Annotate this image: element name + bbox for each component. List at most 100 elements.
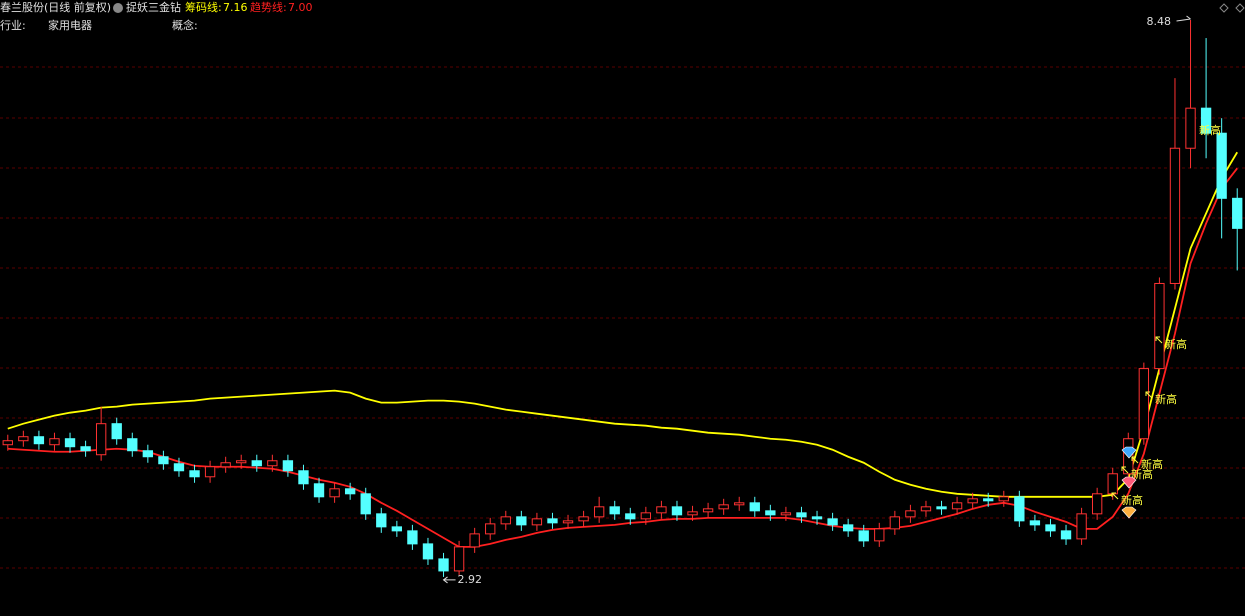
- diamond-icon: [1121, 446, 1137, 459]
- candle-body: [547, 518, 558, 524]
- candle-body: [49, 438, 60, 446]
- indicator-label: 筹码线:: [185, 0, 222, 14]
- candle-body: [485, 523, 496, 535]
- candle-body: [687, 511, 698, 516]
- annotation: 新高: [1155, 392, 1177, 406]
- arrow: [1121, 466, 1129, 474]
- icon: [113, 3, 123, 13]
- candle-body: [1076, 513, 1087, 540]
- indicator-line: [7, 151, 1238, 498]
- candle-body: [204, 466, 216, 478]
- icon[interactable]: [1219, 3, 1229, 13]
- candle-body: [1169, 147, 1181, 284]
- candle-body: [1200, 107, 1212, 134]
- candle-body: [236, 460, 247, 464]
- industry-label: 行业:: [0, 19, 26, 32]
- annotation: 新高: [1131, 467, 1153, 481]
- candle-body: [1185, 107, 1196, 149]
- grid: [0, 66, 1245, 569]
- annotation: 新高: [1199, 123, 1221, 137]
- candle-body: [173, 463, 185, 472]
- candle-body: [951, 502, 963, 510]
- industry: 家用电器: [48, 18, 92, 32]
- candle-body: [858, 530, 869, 542]
- candle-body: [453, 546, 465, 572]
- indicator-name: 捉妖三金钻: [126, 0, 181, 14]
- candle-body: [1216, 132, 1227, 199]
- candle-body: [765, 510, 776, 516]
- candle-body: [516, 516, 527, 526]
- candle-body: [578, 516, 589, 522]
- candle-body: [111, 423, 122, 440]
- candle-body: [967, 498, 978, 504]
- candle-body: [625, 513, 636, 520]
- candle-body: [438, 558, 449, 572]
- indicator-value: 7.00: [288, 1, 313, 14]
- candle-body: [889, 516, 901, 530]
- low-label: 2.92: [458, 573, 483, 586]
- annotation: 新高: [1165, 337, 1187, 351]
- candle-body: [391, 526, 403, 532]
- indicator-label: 趋势线:: [250, 0, 287, 14]
- candle-body: [920, 506, 932, 512]
- candle-body: [780, 512, 792, 516]
- candle-body: [1138, 368, 1150, 440]
- candle-body: [671, 506, 683, 516]
- candle-body: [500, 516, 511, 525]
- candle-body: [609, 506, 620, 515]
- diamond-icon: [1121, 476, 1137, 489]
- candle-body: [189, 470, 200, 478]
- candle-body: [562, 520, 574, 524]
- candle-body: [142, 450, 154, 458]
- candle-body: [531, 518, 543, 526]
- arrow: [1145, 391, 1153, 399]
- candle-body: [593, 506, 605, 518]
- candle-body: [842, 524, 854, 532]
- candle-body: [33, 436, 45, 445]
- annotation: 新高: [1121, 493, 1143, 507]
- indicator-value: 7.16: [223, 1, 248, 14]
- candle-body: [360, 493, 371, 515]
- candle-body: [1232, 197, 1243, 229]
- candle-body: [1107, 473, 1118, 495]
- arrow: [1111, 492, 1119, 500]
- candle-body: [656, 506, 667, 514]
- icon[interactable]: [1235, 3, 1245, 13]
- candle-body: [1060, 530, 1072, 540]
- concept-label: 概念:: [172, 18, 198, 32]
- candle-body: [1045, 524, 1056, 532]
- candle-body: [1014, 496, 1025, 522]
- candle-body: [827, 518, 838, 526]
- candle-body: [267, 460, 278, 467]
- indicator-line: [7, 167, 1238, 548]
- candle-body: [329, 488, 340, 498]
- candle-body: [220, 462, 231, 468]
- candle-body: [80, 446, 91, 452]
- candle-body: [749, 502, 760, 512]
- candle-body: [1029, 520, 1041, 526]
- candle-body: [702, 508, 714, 513]
- arrow: [442, 576, 456, 584]
- candle-body: [2, 440, 13, 446]
- candle-body: [905, 510, 916, 518]
- candle-body: [1154, 282, 1165, 370]
- candle-body: [376, 513, 387, 528]
- arrow: [1131, 456, 1139, 464]
- arrow: [1176, 15, 1191, 22]
- candle-body: [936, 506, 947, 510]
- candle-body: [983, 498, 994, 502]
- candle-body: [734, 502, 745, 506]
- annotation: 新高: [1141, 457, 1163, 471]
- arrow: [1155, 336, 1163, 344]
- candle-body: [313, 483, 325, 498]
- candle-body: [127, 438, 138, 452]
- candle-body: [796, 512, 807, 518]
- candle-body: [298, 470, 309, 485]
- candle-body: [422, 543, 434, 560]
- candle-body: [158, 456, 169, 465]
- candle-body: [1091, 493, 1103, 515]
- candle-body: [18, 436, 29, 442]
- candle-body: [640, 512, 652, 520]
